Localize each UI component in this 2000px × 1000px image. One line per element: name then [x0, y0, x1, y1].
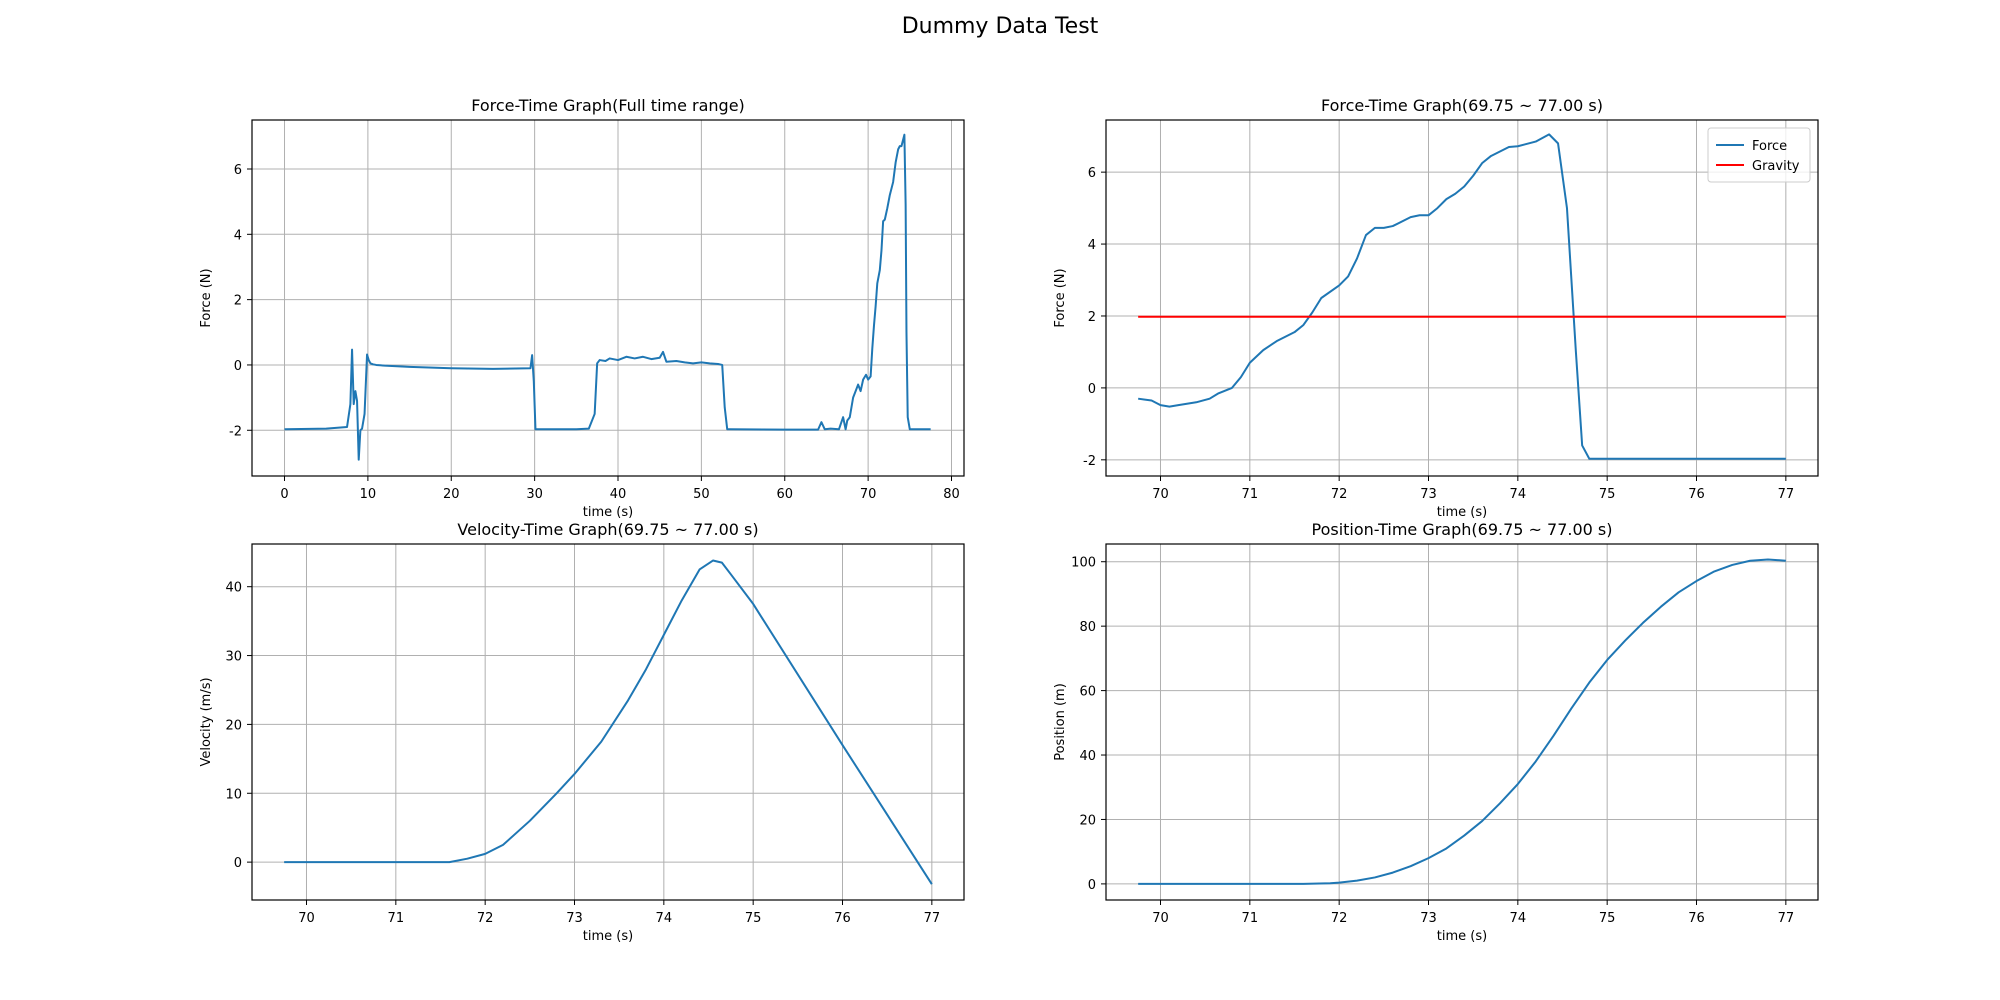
- y-axis-label: Force (N): [199, 268, 214, 327]
- x-tick-label: 77: [924, 911, 941, 926]
- series-line-force: [1138, 133, 1786, 460]
- series-line-data: [1138, 558, 1786, 885]
- x-tick-label: 76: [1688, 911, 1705, 926]
- x-tick-label: 71: [1242, 487, 1259, 502]
- axes-frame: [1105, 543, 1819, 901]
- y-tick-label: 2: [1088, 310, 1096, 325]
- x-tick-label: 80: [943, 487, 960, 502]
- x-tick-label: 73: [566, 911, 583, 926]
- x-axis-label: time (s): [1437, 929, 1487, 944]
- x-tick-label: 76: [1688, 487, 1705, 502]
- y-tick-label: -2: [229, 424, 242, 439]
- y-axis-label: Force (N): [1053, 268, 1068, 327]
- y-tick-label: 60: [1079, 685, 1096, 700]
- y-tick-label: 0: [1088, 878, 1096, 893]
- y-tick-label: 4: [1088, 238, 1096, 253]
- axes-frame: [1105, 119, 1819, 477]
- x-tick-label: 77: [1778, 911, 1795, 926]
- y-tick-label: 10: [225, 787, 242, 802]
- x-tick-label: 73: [1420, 911, 1437, 926]
- x-tick-label: 74: [656, 911, 673, 926]
- x-tick-label: 70: [298, 911, 315, 926]
- axes-frame: [251, 119, 965, 477]
- y-tick-label: 2: [234, 294, 242, 309]
- x-tick-label: 60: [776, 487, 793, 502]
- x-tick-label: 30: [526, 487, 543, 502]
- x-tick-label: 70: [1152, 911, 1169, 926]
- axes-frame: [251, 543, 965, 901]
- x-axis-label: time (s): [583, 505, 633, 520]
- y-axis-label: Position (m): [1053, 683, 1068, 761]
- chart-title: Velocity-Time Graph(69.75 ~ 77.00 s): [457, 520, 758, 539]
- y-tick-label: 4: [234, 228, 242, 243]
- y-tick-label: 40: [225, 581, 242, 596]
- series-line-data: [284, 559, 933, 885]
- x-axis-label: time (s): [583, 929, 633, 944]
- y-tick-label: 30: [225, 650, 242, 665]
- x-tick-label: 72: [1331, 911, 1348, 926]
- x-tick-label: 20: [443, 487, 460, 502]
- chart-title: Position-Time Graph(69.75 ~ 77.00 s): [1311, 520, 1612, 539]
- x-tick-label: 0: [280, 487, 288, 502]
- y-tick-label: -2: [1083, 454, 1096, 469]
- y-tick-label: 100: [1071, 556, 1096, 571]
- y-tick-label: 0: [1088, 382, 1096, 397]
- x-tick-label: 73: [1420, 487, 1437, 502]
- legend: Force Gravity: [1707, 127, 1811, 183]
- x-axis-label: time (s): [1437, 505, 1487, 520]
- y-tick-label: 20: [1079, 813, 1096, 828]
- x-tick-label: 74: [1510, 911, 1527, 926]
- y-tick-label: 6: [234, 163, 242, 178]
- x-tick-label: 72: [477, 911, 494, 926]
- x-tick-label: 50: [693, 487, 710, 502]
- force-zoom-chart: 70 71 72 73 74 75 76 77 -2 0 2 4 6 Force-Time Graph(6…: [1053, 96, 1819, 520]
- y-tick-label: 20: [225, 718, 242, 733]
- x-tick-label: 74: [1510, 487, 1527, 502]
- y-tick-label: 80: [1079, 620, 1096, 635]
- legend-label: Gravity: [1752, 159, 1800, 174]
- x-tick-label: 75: [1599, 911, 1616, 926]
- x-tick-label: 71: [388, 911, 405, 926]
- y-tick-label: 0: [234, 856, 242, 871]
- force-full-range-chart: 0 10 20 30 40 50 60 70 80 -2 0 2 4 6 Force-Time Graph(…: [199, 96, 965, 520]
- chart-title: Force-Time Graph(Full time range): [471, 96, 745, 115]
- series-line-data: [284, 133, 931, 461]
- x-tick-label: 70: [1152, 487, 1169, 502]
- position-chart: 70 71 72 73 74 75 76 77 0 20 40 60 80 100 Position-Tim…: [1053, 520, 1819, 944]
- y-tick-label: 0: [234, 359, 242, 374]
- y-axis-label: Velocity (m/s): [199, 677, 214, 766]
- x-tick-label: 70: [860, 487, 877, 502]
- x-tick-label: 40: [610, 487, 627, 502]
- legend-label: Force: [1752, 139, 1787, 154]
- figure-title: Dummy Data Test: [901, 14, 1099, 39]
- x-tick-label: 75: [1599, 487, 1616, 502]
- velocity-chart: 70 71 72 73 74 75 76 77 0 10 20 30 40 Velocity-Time G…: [199, 520, 965, 944]
- x-tick-label: 72: [1331, 487, 1348, 502]
- y-tick-label: 6: [1088, 166, 1096, 181]
- chart-title: Force-Time Graph(69.75 ~ 77.00 s): [1321, 96, 1603, 115]
- x-tick-label: 10: [360, 487, 377, 502]
- x-tick-label: 77: [1778, 487, 1795, 502]
- legend-box: [1707, 127, 1811, 183]
- y-tick-label: 40: [1079, 749, 1096, 764]
- x-tick-label: 76: [834, 911, 851, 926]
- x-tick-label: 75: [745, 911, 762, 926]
- x-tick-label: 71: [1242, 911, 1259, 926]
